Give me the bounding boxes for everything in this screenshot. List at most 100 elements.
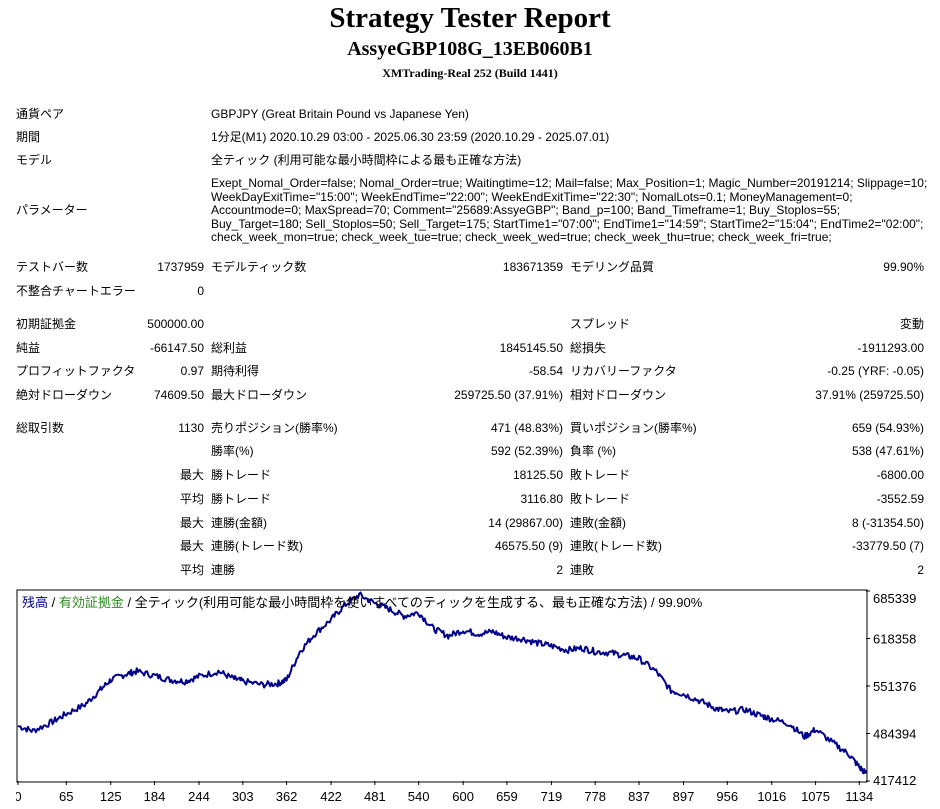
max-consec-profit-label: 連勝(トレード数): [211, 539, 303, 553]
long-label: 買いポジション(勝率%): [570, 421, 697, 435]
ticks-value: 183671359: [502, 260, 563, 274]
trades-label: 総取引数: [16, 421, 65, 435]
net-label: 純益: [16, 341, 41, 355]
avg-loss-value: -3552.59: [876, 492, 924, 506]
x-tick-label: 837: [628, 789, 650, 804]
x-tick-label: 956: [716, 789, 738, 804]
x-tick-label: 184: [144, 789, 166, 804]
avg-consec-win-value: 2: [556, 563, 563, 577]
params-line: WeekDayExitTime="15:00"; WeekEndTime="22…: [211, 189, 853, 204]
x-tick-label: 362: [276, 789, 298, 804]
gross-profit-value: 1845145.50: [499, 341, 563, 355]
max-dd-value: 259725.50 (37.91%): [454, 388, 563, 402]
model-label: モデル: [16, 153, 53, 167]
x-tick-label: 600: [452, 789, 474, 804]
short-label: 売りポジション(勝率%): [211, 421, 338, 435]
largest-loss-label: 敗トレード: [570, 468, 631, 482]
y-tick-label: 685339: [873, 591, 916, 606]
max-word: 最大: [179, 468, 204, 482]
win-label: 勝率(%): [211, 444, 254, 458]
server-info: XMTrading-Real 252 (Build 1441): [382, 66, 558, 80]
avg-word: 平均: [179, 563, 204, 577]
params-block: Exept_Nomal_Order=false; Nomal_Order=tru…: [211, 176, 931, 245]
y-tick-label: 417412: [873, 773, 916, 788]
x-tick-label: 1134: [845, 789, 873, 804]
avg-win-value: 3116.80: [520, 492, 564, 506]
symbol-label: 通貨ペア: [16, 107, 65, 121]
period-label: 期間: [16, 130, 41, 144]
largest-loss-value: -6800.00: [876, 468, 924, 482]
report-title: Strategy Tester Report: [329, 2, 611, 34]
params-line: Accountmode=0; MaxSpread=70; Comment="25…: [211, 203, 841, 217]
avg-consec-win-label: 連勝: [211, 563, 236, 577]
largest-win-value: 18125.50: [512, 468, 563, 482]
gross-loss-label: 総損失: [570, 341, 607, 355]
caption-rest: / 全ティック(利用可能な最小時間枠を使いすべてのティックを生成する、最も正確な…: [123, 595, 703, 610]
max-consec-profit-value: 46575.50 (9): [494, 539, 563, 553]
rel-dd-value: 37.91% (259725.50): [815, 388, 924, 402]
pf-label: プロフィットファクタ: [16, 364, 136, 378]
net-value: -66147.50: [149, 341, 204, 355]
x-tick-label: 897: [673, 789, 695, 804]
avg-consec-loss-value: 2: [917, 563, 924, 577]
params-line: check_week_mon=true; check_week_tue=true…: [211, 230, 832, 244]
y-tick-label: 551376: [873, 679, 916, 694]
caption-balance: 残高: [22, 595, 49, 610]
max-word: 最大: [179, 516, 204, 530]
recovery-value: -0.25 (YRF: -0.05): [827, 364, 924, 378]
largest-win-label: 勝トレード: [211, 468, 272, 482]
expected-value: -58.54: [528, 364, 563, 378]
x-tick-label: 65: [59, 789, 73, 804]
mismatch-label: 不整合チャートエラー: [16, 284, 136, 298]
long-value: 659 (54.93%): [851, 421, 924, 435]
abs-dd-value: 74609.50: [153, 388, 204, 402]
params-line: Buy_Target=180; Sell_Stoplos=50; Sell_Ta…: [211, 216, 924, 231]
x-tick-label: 303: [232, 789, 254, 804]
max-consec-loss-value: 8 (-31354.50): [851, 516, 924, 530]
max-dd-label: 最大ドローダウン: [211, 388, 308, 402]
chart-caption: 残高 / 有効証拠金 / 全ティック(利用可能な最小時間枠を使いすべてのティック…: [22, 592, 702, 611]
recovery-label: リカバリーファクタ: [570, 364, 677, 378]
mismatch-value: 0: [197, 284, 204, 298]
x-tick-label: 659: [496, 789, 518, 804]
rel-dd-label: 相対ドローダウン: [570, 388, 667, 402]
x-tick-label: 0: [16, 789, 22, 804]
caption-equity: 有効証拠金: [58, 595, 124, 610]
x-tick-label: 540: [408, 789, 430, 804]
max-word: 最大: [179, 539, 204, 553]
win-value: 592 (52.39%): [490, 444, 563, 458]
loss-label: 負率 (%): [570, 444, 616, 458]
avg-word: 平均: [179, 492, 204, 506]
x-tick-label: 1075: [801, 789, 830, 804]
plot-frame: [16, 589, 868, 783]
avg-loss-label: 敗トレード: [570, 492, 631, 506]
x-tick-label: 422: [320, 789, 342, 804]
x-tick-label: 778: [584, 789, 606, 804]
short-value: 471 (48.83%): [490, 421, 563, 435]
max-consec-win-label: 連勝(金額): [211, 516, 267, 530]
x-tick-label: 125: [100, 789, 122, 804]
y-tick-label: 618358: [873, 631, 916, 646]
spread-label: スプレッド: [570, 317, 631, 331]
gross-loss-value: -1911293.00: [857, 341, 924, 355]
trades-value: 1130: [178, 421, 204, 435]
max-consec-lossamt-value: -33779.50 (7): [851, 539, 924, 553]
quality-label: モデリング品質: [570, 260, 655, 274]
model-value: 全ティック (利用可能な最小時間枠による最も正確な方法): [211, 153, 522, 167]
expert-name: AssyeGBP108G_13EB060B1: [347, 38, 593, 60]
gross-profit-label: 総利益: [211, 341, 248, 355]
symbol-value: GBPJPY (Great Britain Pound vs Japanese …: [211, 107, 469, 121]
avg-win-label: 勝トレード: [211, 492, 272, 506]
expected-label: 期待利得: [211, 364, 260, 378]
x-tick-label: 481: [364, 789, 386, 804]
caption-sep: /: [48, 595, 59, 610]
balance-series-line: [17, 591, 867, 775]
params-label: パラメーター: [16, 203, 88, 217]
spread-value: 変動: [899, 317, 924, 331]
bars-label: テストバー数: [16, 260, 89, 274]
max-consec-win-value: 14 (29867.00): [488, 516, 563, 530]
period-value: 1分足(M1) 2020.10.29 03:00 - 2025.06.30 23…: [211, 130, 610, 144]
deposit-value: 500000.00: [147, 317, 204, 331]
ticks-label: モデルティック数: [211, 260, 307, 274]
y-tick-label: 484394: [873, 726, 916, 741]
